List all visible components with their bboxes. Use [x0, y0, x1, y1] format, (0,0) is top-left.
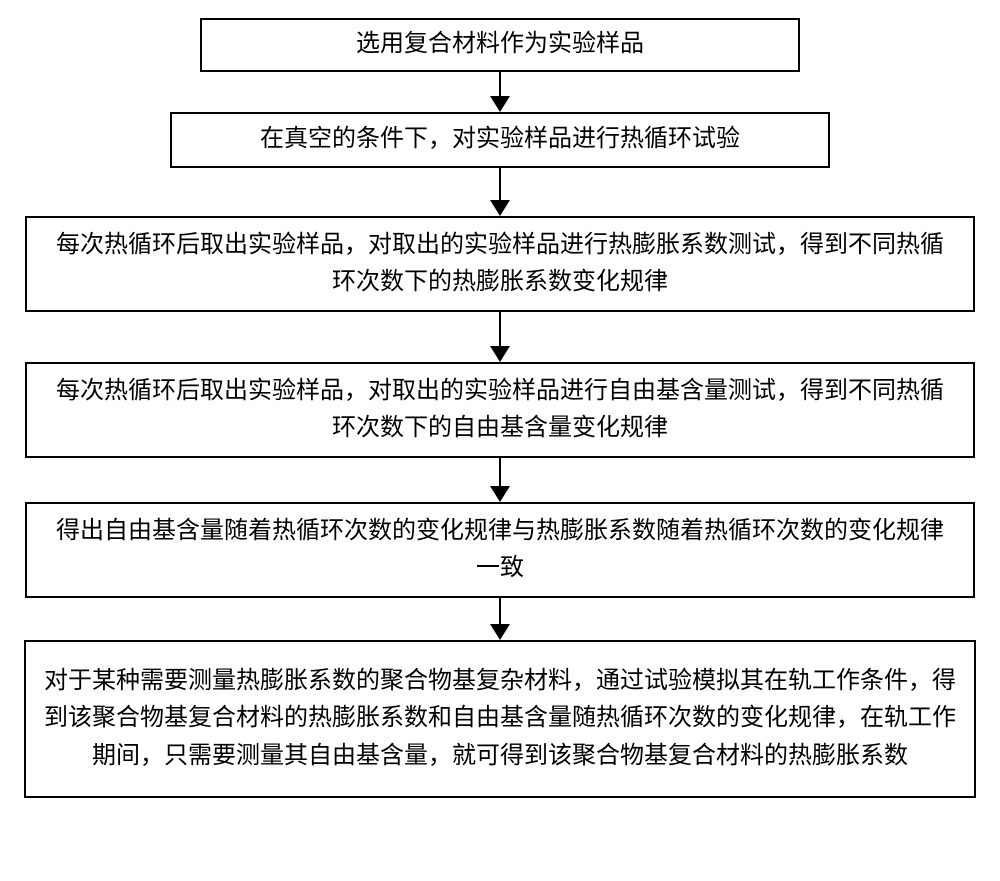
- arrow-head-icon: [490, 486, 510, 502]
- flow-node-n3: 每次热循环后取出实验样品，对取出的实验样品进行热膨胀系数测试，得到不同热循环次数…: [25, 216, 975, 312]
- arrow-head-icon: [490, 96, 510, 112]
- arrow-line: [499, 72, 501, 96]
- flow-node-n2: 在真空的条件下，对实验样品进行热循环试验: [170, 112, 830, 168]
- arrow-head-icon: [490, 346, 510, 362]
- arrow-n5: [490, 598, 510, 640]
- flow-node-n5: 得出自由基含量随着热循环次数的变化规律与热膨胀系数随着热循环次数的变化规律一致: [25, 502, 975, 598]
- flowchart-container: 选用复合材料作为实验样品在真空的条件下，对实验样品进行热循环试验每次热循环后取出…: [0, 0, 1000, 881]
- arrow-n2: [490, 168, 510, 216]
- arrow-n4: [490, 458, 510, 502]
- flow-node-n4: 每次热循环后取出实验样品，对取出的实验样品进行自由基含量测试，得到不同热循环次数…: [25, 362, 975, 458]
- arrow-head-icon: [490, 624, 510, 640]
- arrow-line: [499, 458, 501, 486]
- arrow-head-icon: [490, 200, 510, 216]
- arrow-n1: [490, 72, 510, 112]
- flow-node-n6: 对于某种需要测量热膨胀系数的聚合物基复杂材料，通过试验模拟其在轨工作条件，得到该…: [24, 640, 976, 798]
- arrow-n3: [490, 312, 510, 362]
- arrow-line: [499, 312, 501, 346]
- arrow-line: [499, 598, 501, 624]
- flow-node-n1: 选用复合材料作为实验样品: [200, 18, 800, 72]
- arrow-line: [499, 168, 501, 200]
